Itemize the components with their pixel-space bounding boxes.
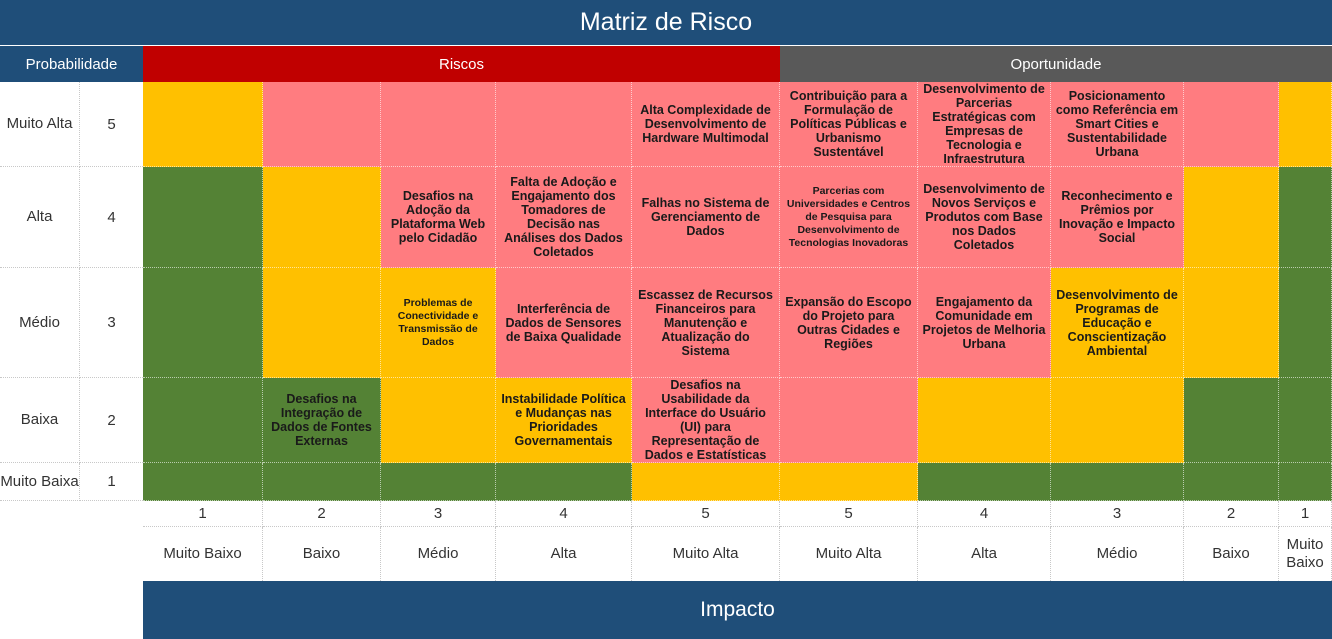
matrix-cell [263, 268, 381, 378]
probability-label: Alta [0, 167, 80, 268]
matrix-cell [143, 82, 263, 167]
impact-value: 4 [918, 501, 1051, 527]
matrix-cell [1051, 378, 1184, 463]
impact-value: 1 [1279, 501, 1332, 527]
probability-value: 1 [80, 463, 143, 501]
matrix-cell [1184, 268, 1279, 378]
matrix-cell: Contribuição para a Formulação de Políti… [780, 82, 918, 167]
matrix-cell [1184, 378, 1279, 463]
probability-header: Probabilidade [0, 46, 143, 82]
impact-label: Muito Baixo [143, 527, 263, 581]
impact-label: Alta [496, 527, 632, 581]
matrix-cell [780, 378, 918, 463]
matrix-cell [1279, 378, 1332, 463]
matrix-cell [263, 167, 381, 268]
impact-value: 4 [496, 501, 632, 527]
matrix-cell [143, 378, 263, 463]
matrix-cell [381, 378, 496, 463]
probability-value: 5 [80, 82, 143, 167]
matrix-cell [1184, 463, 1279, 501]
matrix-cell [632, 463, 780, 501]
matrix-cell [381, 82, 496, 167]
impact-label: Médio [1051, 527, 1184, 581]
impact-label: Baixo [263, 527, 381, 581]
matrix-cell: Problemas de Conectividade e Transmissão… [381, 268, 496, 378]
probability-label: Médio [0, 268, 80, 378]
probability-value: 2 [80, 378, 143, 463]
matrix-cell: Engajamento da Comunidade em Projetos de… [918, 268, 1051, 378]
matrix-cell [263, 82, 381, 167]
matrix-cell [143, 167, 263, 268]
impact-value: 2 [263, 501, 381, 527]
impact-value: 5 [780, 501, 918, 527]
matrix-cell [1184, 82, 1279, 167]
matrix-cell [1279, 82, 1332, 167]
matrix-cell [1184, 167, 1279, 268]
impact-value: 1 [143, 501, 263, 527]
matrix-cell [1279, 463, 1332, 501]
impact-axis-label: Impacto [143, 581, 1332, 639]
impact-label: Alta [918, 527, 1051, 581]
risks-header: Riscos [143, 46, 780, 82]
matrix-cell: Desenvolvimento de Programas de Educação… [1051, 268, 1184, 378]
matrix-cell: Alta Complexidade de Desenvolvimento de … [632, 82, 780, 167]
matrix-cell [918, 463, 1051, 501]
matrix-cell: Escassez de Recursos Financeiros para Ma… [632, 268, 780, 378]
impact-label: Muito Alta [780, 527, 918, 581]
matrix-cell [496, 463, 632, 501]
matrix-cell [1051, 463, 1184, 501]
impact-label: Médio [381, 527, 496, 581]
opportunity-header: Oportunidade [780, 46, 1332, 82]
matrix-cell: Desenvolvimento de Novos Serviços e Prod… [918, 167, 1051, 268]
matrix-cell: Desafios na Adoção da Plataforma Web pel… [381, 167, 496, 268]
matrix-cell: Falta de Adoção e Engajamento dos Tomado… [496, 167, 632, 268]
matrix-cell [143, 463, 263, 501]
matrix-cell [496, 82, 632, 167]
probability-value: 3 [80, 268, 143, 378]
impact-value: 2 [1184, 501, 1279, 527]
probability-value: 4 [80, 167, 143, 268]
matrix-cell [381, 463, 496, 501]
matrix-cell: Expansão do Escopo do Projeto para Outra… [780, 268, 918, 378]
matrix-cell: Desenvolvimento de Parcerias Estratégica… [918, 82, 1051, 167]
matrix-cell: Falhas no Sistema de Gerenciamento de Da… [632, 167, 780, 268]
matrix-cell: Desafios na Usabilidade da Interface do … [632, 378, 780, 463]
probability-label: Baixa [0, 378, 80, 463]
probability-label: Muito Baixa [0, 463, 80, 501]
impact-label: Muito Alta [632, 527, 780, 581]
impact-label: Baixo [1184, 527, 1279, 581]
impact-value: 3 [381, 501, 496, 527]
matrix-cell [1279, 268, 1332, 378]
matrix-cell: Instabilidade Política e Mudanças nas Pr… [496, 378, 632, 463]
matrix-cell [143, 268, 263, 378]
page-title: Matriz de Risco [0, 0, 1332, 45]
matrix-cell [263, 463, 381, 501]
matrix-cell: Posicionamento como Referência em Smart … [1051, 82, 1184, 167]
matrix-cell: Interferência de Dados de Sensores de Ba… [496, 268, 632, 378]
impact-label: Muito Baixo [1279, 527, 1332, 581]
matrix-cell: Parcerias com Universidades e Centros de… [780, 167, 918, 268]
impact-value: 5 [632, 501, 780, 527]
matrix-cell [918, 378, 1051, 463]
probability-label: Muito Alta [0, 82, 80, 167]
matrix-cell [1279, 167, 1332, 268]
matrix-cell [780, 463, 918, 501]
matrix-cell: Desafios na Integração de Dados de Fonte… [263, 378, 381, 463]
impact-value: 3 [1051, 501, 1184, 527]
matrix-cell: Reconhecimento e Prêmios por Inovação e … [1051, 167, 1184, 268]
